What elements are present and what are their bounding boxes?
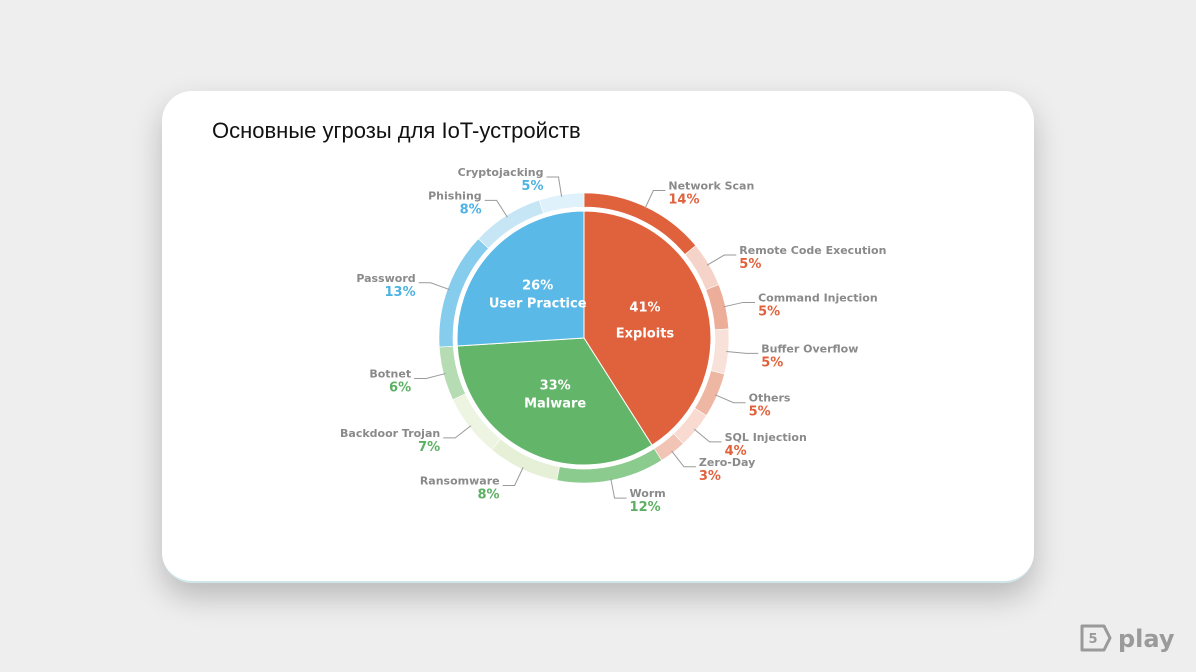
value-backdoor-trojan: 7% [418,440,440,455]
label-others: Others [749,392,791,405]
inner-slice-exploits [583,210,712,446]
play-logo-mark: 5 [1088,632,1097,647]
label-buffer-overflow: Buffer Overflow [761,342,858,355]
value-password: 13% [385,285,416,300]
label-remote-code-execution: Remote Code Execution [739,244,886,257]
slide-title: Основные угрозы для IoT-устройств [212,118,581,143]
leader-network-scan [644,190,666,209]
label-command-injection: Command Injection [758,291,878,304]
value-botnet: 6% [389,381,411,396]
label-backdoor-trojan: Backdoor Trojan [340,427,440,440]
play-logo-icon: 5 [1080,624,1112,652]
label-botnet: Botnet [369,368,411,381]
value-network-scan: 14% [668,193,699,208]
value-phishing: 8% [460,202,482,217]
outer-ring [438,192,730,484]
leader-sql-injection [693,428,722,443]
outer-slice-cryptojacking [538,192,585,214]
brand-logo: 5 play [1080,624,1175,653]
leader-zero-day [671,450,696,468]
slide-card: Основные угрозы для IoT-устройств 41% Exp… [162,91,1034,583]
value-zero-day: 3% [699,469,721,484]
leader-backdoor-trojan [443,425,472,439]
value-others: 5% [749,405,771,420]
value-ransomware: 8% [478,487,500,502]
label-phishing: Phishing [428,189,482,202]
inner-label-malware: Malware [524,397,586,412]
inner-slice-user-practice [456,210,585,347]
label-worm: Worm [630,487,666,500]
label-network-scan: Network Scan [668,180,754,193]
leader-worm [610,478,627,499]
label-cryptojacking: Cryptojacking [458,166,544,179]
inner-label-user-practice: User Practice [489,297,587,312]
inner-value-exploits: 41% [629,300,660,315]
inner-label-exploits: Exploits [616,326,675,341]
inner-slice-malware [456,337,653,466]
label-ransomware: Ransomware [420,474,500,487]
leader-phishing [484,199,508,218]
inner-labels: 41% Exploits 33% Malware 26% User Practice [489,279,675,412]
leader-command-injection [723,301,756,308]
leader-lines [414,176,759,499]
value-worm: 12% [630,500,661,515]
label-sql-injection: SQL Injection [725,431,807,444]
leader-botnet [414,373,446,380]
outer-slice-buffer-overflow [710,328,730,375]
label-zero-day: Zero-Day [699,456,755,469]
leader-password [418,282,450,291]
value-remote-code-execution: 5% [739,257,761,272]
value-buffer-overflow: 5% [761,355,783,370]
inner-value-malware: 33% [540,379,571,394]
iot-threats-pie-chart: 41% Exploits 33% Malware 26% User Practice Ne… [340,166,886,515]
value-sql-injection: 4% [725,444,747,459]
label-password: Password [356,272,415,285]
value-command-injection: 5% [758,304,780,319]
leader-cryptojacking [546,176,563,197]
play-logo-text: play [1118,625,1175,653]
leader-ransomware [502,467,524,486]
leader-others [715,394,746,404]
inner-pie [456,210,712,466]
leader-remote-code-execution [706,254,737,266]
value-cryptojacking: 5% [521,179,543,194]
leader-buffer-overflow [726,350,759,354]
inner-value-user-practice: 26% [522,279,553,294]
